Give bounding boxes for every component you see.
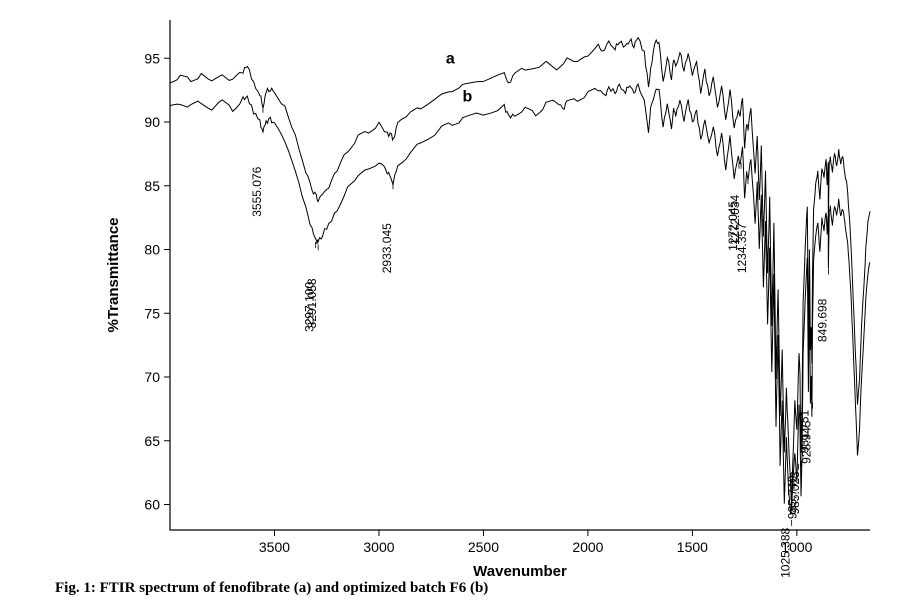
y-tick-label: 70 (144, 369, 160, 385)
y-tick-label: 90 (144, 114, 160, 130)
curve-label-a: a (446, 50, 455, 67)
y-axis-label: %Transmittance (105, 217, 122, 332)
axes (170, 20, 870, 530)
y-tick-label: 85 (144, 178, 160, 194)
peak-label: 3555.076 (250, 166, 264, 216)
y-tick-label: 60 (144, 497, 160, 513)
spectrum-a (170, 38, 870, 504)
x-tick-label: 3500 (259, 539, 290, 555)
x-tick-label: 2000 (572, 539, 603, 555)
y-tick-label: 65 (144, 433, 160, 449)
figure-caption: Fig. 1: FTIR spectrum of fenofibrate (a)… (55, 580, 488, 597)
x-tick-label: 2500 (468, 539, 499, 555)
peak-label: 849.698 (815, 298, 829, 342)
peak-label: 928.945 (800, 420, 814, 464)
y-tick-label: 80 (144, 242, 160, 258)
x-tick-label: 3000 (363, 539, 394, 555)
ftir-chart-container: 3500300025002000150010006065707580859095… (0, 0, 909, 616)
spectrum-b (170, 84, 870, 514)
x-tick-label: 1500 (677, 539, 708, 555)
peak-label: 985.023 (788, 471, 802, 515)
y-tick-label: 95 (144, 50, 160, 66)
peak-label: 2933.045 (380, 223, 394, 273)
ftir-svg: 3500300025002000150010006065707580859095… (0, 0, 909, 580)
peak-label: 3291.058 (305, 278, 319, 328)
y-tick-label: 75 (144, 305, 160, 321)
curve-label-b: b (463, 89, 473, 106)
peak-label: 1025.388 (779, 527, 793, 577)
peak-label: 1234.357 (735, 223, 749, 273)
x-axis-label: Wavenumber (473, 563, 567, 580)
